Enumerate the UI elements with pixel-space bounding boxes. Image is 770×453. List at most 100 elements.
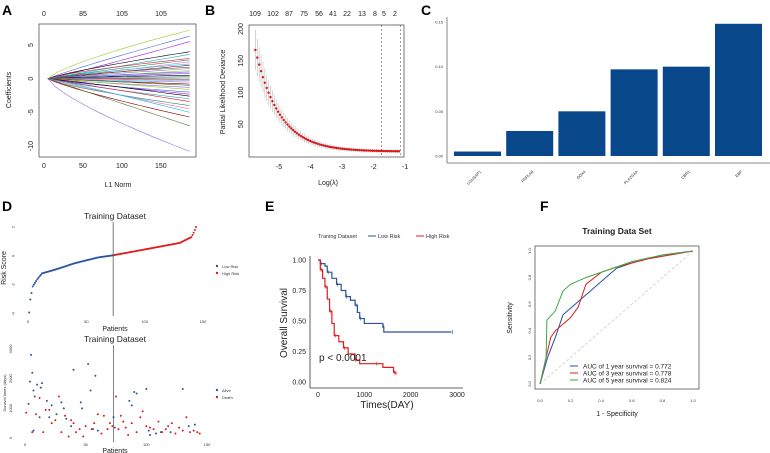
x-tick-label: DDX4 <box>576 169 588 181</box>
death-point <box>189 431 192 434</box>
chart-title: Training Dataset <box>84 211 147 221</box>
x-tick-label: 0 <box>24 442 27 447</box>
top-tick-label: 85 <box>79 11 87 18</box>
deviance-point <box>299 134 302 138</box>
alive-point <box>148 434 151 437</box>
alive-point <box>89 389 92 392</box>
top-tick-label: 105 <box>155 11 167 18</box>
x-tick-label: 3000 <box>449 392 465 399</box>
death-point <box>84 425 87 428</box>
deviance-point <box>343 147 346 151</box>
panel-d-risk-score: Training Dataset 0 50 100 150 2 0 -2 -4 Risk Scor… <box>1 211 239 333</box>
deviance-point <box>286 123 289 126</box>
alive-point <box>181 388 184 391</box>
coefficient-path <box>47 78 190 81</box>
top-tick-label: 102 <box>267 11 279 18</box>
deviance-point <box>324 144 327 148</box>
deviance-point <box>301 135 304 139</box>
deviance-point <box>261 75 265 79</box>
deviance-point <box>352 148 355 151</box>
deviance-point <box>267 91 270 94</box>
legend-label: Alive <box>222 388 231 393</box>
deviance-point <box>280 116 284 119</box>
x-tick-label: 0 <box>316 392 320 399</box>
death-point <box>196 431 199 434</box>
alive-point <box>70 425 73 428</box>
alive-point <box>112 416 115 419</box>
y-axis-label: Partial Likelihood Deviance <box>220 50 227 135</box>
y-tick-label: 0.50 <box>292 319 306 326</box>
deviance-point <box>291 129 295 132</box>
legend-label: High Risk <box>426 234 450 240</box>
coefficient-path <box>47 51 190 79</box>
y-tick-label: -5 <box>28 109 35 115</box>
legend-label: Low Risk <box>378 234 401 240</box>
alive-point <box>62 407 65 410</box>
death-point <box>34 413 37 416</box>
alive-point <box>39 386 42 389</box>
death-point <box>64 414 67 417</box>
death-point <box>50 422 53 425</box>
death-point <box>111 425 114 428</box>
deviance-point <box>282 118 285 122</box>
panel-b-cv-deviance: -5 -4 -3 -2 -1 200 150 100 50 109 102 87 75 56 41 22 13 8… <box>220 11 408 187</box>
deviance-point <box>276 110 280 113</box>
risk-point <box>31 285 34 288</box>
alive-point <box>45 399 48 402</box>
deviance-point <box>335 146 338 150</box>
death-point <box>42 431 45 434</box>
coefficient-path <box>47 66 190 79</box>
death-point <box>139 416 142 419</box>
deviance-point <box>331 146 335 149</box>
x-tick-label: 0.2 <box>568 398 574 403</box>
deviance-point <box>325 145 329 148</box>
death-point <box>148 426 151 429</box>
x-tick-label: EBP <box>734 169 743 178</box>
panel-d-survival-scatter: Training Dataset 0 50 100 150 3000 2000 1000 0 Pa… <box>2 334 233 453</box>
deviance-point <box>375 149 378 153</box>
deviance-point <box>373 149 376 153</box>
roc-curve-3yr <box>539 250 694 385</box>
deviance-point <box>305 137 308 141</box>
y-axis-label: Coefficients <box>6 71 13 108</box>
deviance-point <box>380 149 384 153</box>
bar-cbr1 <box>662 66 710 156</box>
panel-label-d: D <box>2 198 12 214</box>
x-tick-label: 0 <box>42 163 46 170</box>
deviance-point <box>377 149 380 153</box>
deviance-point <box>384 149 387 153</box>
plot-frame <box>248 24 405 158</box>
top-tick-label: 22 <box>343 11 351 18</box>
death-point <box>74 431 77 434</box>
x-tick-label: 150 <box>155 163 167 170</box>
alive-point <box>94 374 97 377</box>
alive-point <box>113 426 116 429</box>
deviance-point <box>271 100 274 103</box>
x-tick-label: 150 <box>204 442 211 447</box>
deviance-point <box>322 144 325 147</box>
x-tick-label: -1 <box>402 164 408 171</box>
death-point <box>115 395 117 398</box>
death-point <box>167 425 170 428</box>
death-point <box>152 428 155 431</box>
y-axis-label: Sensitivity <box>507 302 514 334</box>
alive-point <box>55 413 58 416</box>
alive-point <box>87 362 90 365</box>
deviance-point <box>358 148 361 152</box>
death-point <box>145 425 148 428</box>
y-tick-label: 0.75 <box>292 288 306 295</box>
alive-point <box>40 382 43 385</box>
top-tick-label: 75 <box>300 11 308 18</box>
death-point <box>31 431 34 434</box>
death-point <box>174 432 177 435</box>
plot-frame <box>38 23 197 158</box>
alive-point <box>72 368 75 371</box>
death-point <box>117 428 120 431</box>
coefficient-path <box>47 68 190 79</box>
coefficient-path <box>47 75 190 79</box>
death-point <box>78 428 81 431</box>
x-tick-label: 100 <box>116 163 128 170</box>
deviance-point <box>263 81 267 84</box>
deviance-point <box>360 149 363 152</box>
